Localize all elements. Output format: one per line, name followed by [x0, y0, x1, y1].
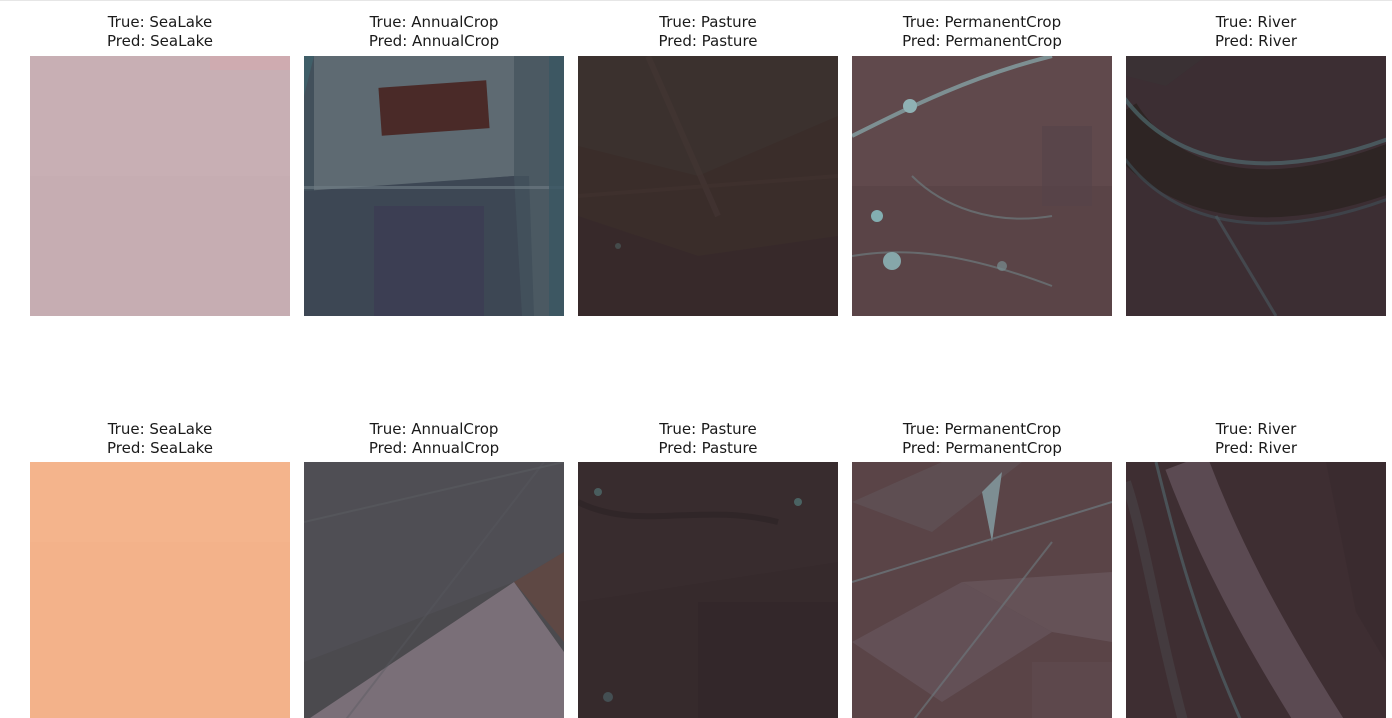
satellite-image-permanentcrop: [852, 462, 1112, 718]
panel-caption: True: AnnualCrop Pred: AnnualCrop: [304, 13, 564, 51]
true-label: True: SeaLake: [107, 13, 213, 31]
true-label: True: River: [1215, 420, 1297, 438]
pred-label: Pred: Pasture: [658, 439, 758, 457]
satellite-image-annualcrop: [304, 56, 564, 316]
panel-caption: True: AnnualCrop Pred: AnnualCrop: [304, 420, 564, 458]
pred-label: Pred: River: [1214, 439, 1298, 457]
panel-caption: True: SeaLake Pred: SeaLake: [30, 420, 290, 458]
true-label: True: AnnualCrop: [369, 13, 499, 31]
true-label: True: PermanentCrop: [902, 420, 1062, 438]
pred-label: Pred: AnnualCrop: [368, 32, 500, 50]
satellite-image-river: [1126, 462, 1386, 718]
pred-label: Pred: PermanentCrop: [902, 32, 1062, 50]
satellite-image-pasture: [578, 56, 838, 316]
true-label: True: AnnualCrop: [369, 420, 499, 438]
pred-label: Pred: PermanentCrop: [902, 439, 1062, 457]
true-label: True: River: [1215, 13, 1297, 31]
satellite-image-annualcrop: [304, 462, 564, 718]
true-label: True: Pasture: [659, 13, 757, 31]
true-label: True: Pasture: [659, 420, 757, 438]
satellite-image-pasture: [578, 462, 838, 718]
panel-caption: True: River Pred: River: [1126, 420, 1386, 458]
panel-caption: True: PermanentCrop Pred: PermanentCrop: [852, 420, 1112, 458]
pred-label: Pred: SeaLake: [106, 32, 214, 50]
true-label: True: SeaLake: [107, 420, 213, 438]
true-label: True: PermanentCrop: [902, 13, 1062, 31]
satellite-image-permanentcrop: [852, 56, 1112, 316]
top-border: [0, 0, 1392, 1]
panel-caption: True: PermanentCrop Pred: PermanentCrop: [852, 13, 1112, 51]
satellite-image-sealake: [30, 56, 290, 316]
satellite-image-sealake: [30, 462, 290, 718]
panel-caption: True: Pasture Pred: Pasture: [578, 420, 838, 458]
pred-label: Pred: River: [1214, 32, 1298, 50]
panel-caption: True: SeaLake Pred: SeaLake: [30, 13, 290, 51]
pred-label: Pred: Pasture: [658, 32, 758, 50]
panel-caption: True: River Pred: River: [1126, 13, 1386, 51]
pred-label: Pred: SeaLake: [106, 439, 214, 457]
panel-caption: True: Pasture Pred: Pasture: [578, 13, 838, 51]
pred-label: Pred: AnnualCrop: [368, 439, 500, 457]
satellite-image-river: [1126, 56, 1386, 316]
